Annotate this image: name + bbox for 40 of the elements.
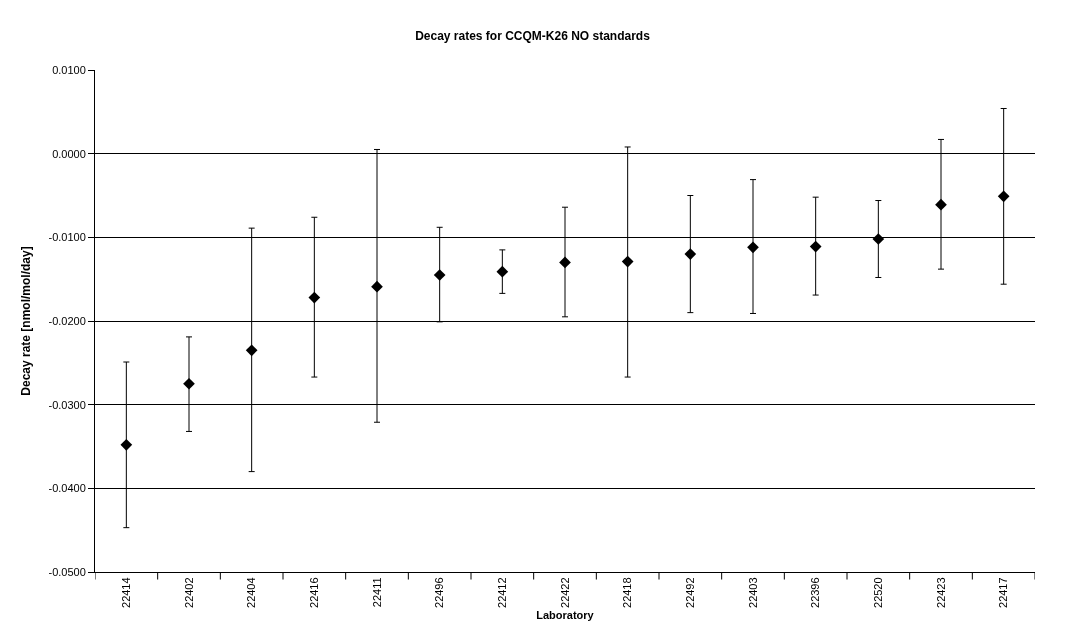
point [809, 240, 822, 253]
point [308, 291, 321, 304]
point [183, 377, 195, 390]
point [684, 248, 697, 260]
x-tick-label: 22404 [245, 577, 258, 608]
point [935, 198, 947, 211]
y-tick-label: -0.0500 [48, 565, 86, 578]
x-axis-title: Laboratory [536, 609, 595, 622]
y-tick-label: -0.0400 [48, 482, 86, 495]
y-tick-label: -0.0300 [48, 398, 86, 411]
x-tick-label: 22496 [433, 577, 446, 608]
x-tick-label: 22418 [621, 577, 634, 608]
x-tick-label: 22492 [683, 577, 696, 608]
y-tick-label: -0.0100 [48, 231, 86, 244]
x-tick-label: 22411 [370, 577, 383, 608]
x-tick-label: 22422 [558, 577, 571, 608]
y-tick-label: 0.0100 [52, 63, 86, 76]
x-tick-label: 22520 [871, 577, 884, 608]
point [997, 190, 1010, 203]
point [621, 255, 634, 268]
point [559, 256, 571, 269]
x-tick-label: 22423 [934, 577, 947, 608]
x-tick-label: 22414 [119, 577, 132, 608]
x-tick-label: 22403 [746, 577, 759, 608]
x-tick-label: 22412 [495, 577, 508, 608]
point [120, 438, 133, 451]
x-tick-label: 22416 [307, 577, 320, 608]
y-tick-label: -0.0200 [48, 314, 86, 327]
x-tick-label: 22417 [997, 577, 1010, 608]
point [433, 269, 446, 281]
x-tick-label: 22396 [809, 577, 822, 608]
point [496, 265, 509, 278]
point [371, 280, 383, 293]
chart-title: Decay rates for CCQM-K26 NO standards [415, 29, 651, 43]
point [747, 241, 759, 254]
y-axis-title: Decay rate [nmol/mol/day] [18, 246, 33, 396]
point [872, 233, 885, 245]
x-tick-label: 22402 [182, 577, 195, 608]
point [245, 344, 258, 357]
y-tick-label: 0.0000 [52, 147, 86, 160]
